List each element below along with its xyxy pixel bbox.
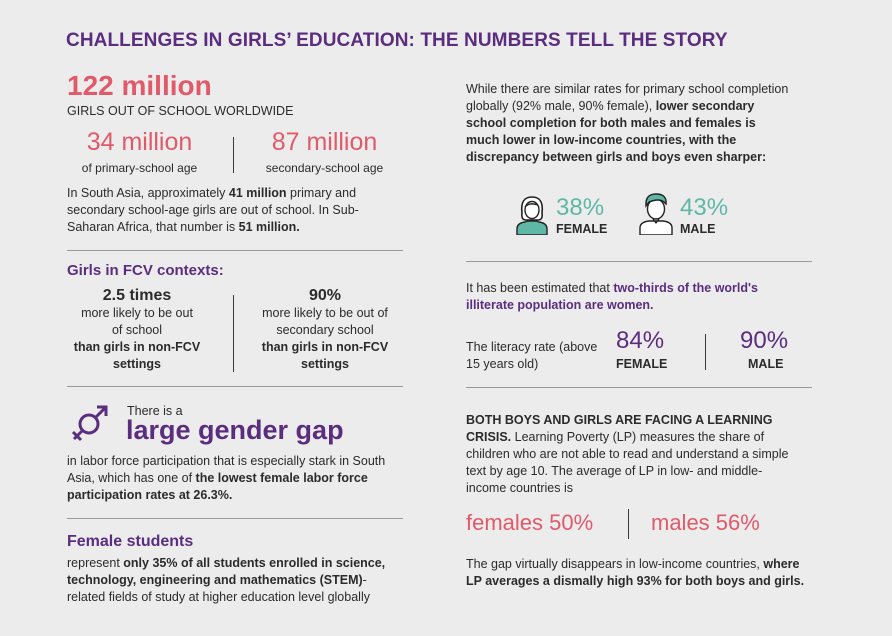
male-completion-label: MALE [680,222,716,236]
gender-symbol-icon [71,405,108,442]
divider [705,334,706,370]
divider [233,137,234,173]
fcv-stat-1: 2.5 times more likely to be out of schoo… [73,287,201,371]
regions-paragraph: In South Asia, approximately 41 million … [67,186,359,234]
primary-age-label: of primary-school age [81,161,198,175]
gap-headline: large gender gap [126,415,344,445]
female-completion-label: FEMALE [556,222,608,236]
literacy-male-label: MALE [748,357,784,371]
literacy-male-pct: 90% [740,327,789,354]
female-completion-pct: 38% [556,194,605,221]
gap-paragraph: in labor force participation that is esp… [67,454,386,502]
male-completion-pct: 43% [680,194,729,221]
fcv-stat-2: 90% more likely to be out of secondary s… [261,287,389,371]
secondary-age-number: 87 million [271,128,378,156]
divider [466,261,812,262]
learning-crisis-paragraph: BOTH BOYS AND GIRLS ARE FACING A LEARNIN… [466,413,789,495]
literacy-female-pct: 84% [616,327,665,354]
low-income-paragraph: The gap virtually disappears in low-inco… [466,557,805,588]
gap-intro: There is a [127,404,183,418]
out-of-school-number: 122 million [67,70,212,101]
lp-male: males 56% [651,510,760,535]
secondary-age-label: secondary-school age [265,161,384,175]
lp-female: females 50% [466,510,594,535]
out-of-school-label: GIRLS OUT OF SCHOOL WORLDWIDE [67,104,294,118]
boy-avatar-icon [639,193,673,235]
stem-paragraph: represent only 35% of all students enrol… [67,556,386,604]
primary-age-number: 34 million [86,128,193,156]
stem-heading: Female students [67,533,194,550]
divider [628,509,629,539]
divider [233,295,234,372]
page-title: CHALLENGES IN GIRLS’ EDUCATION: THE NUMB… [66,30,728,51]
divider [67,250,403,251]
girl-avatar-icon [516,196,548,235]
fcv-heading: Girls in FCV contexts: [67,262,224,279]
illiteracy-paragraph: It has been estimated that two-thirds of… [466,281,758,312]
divider [67,518,403,519]
literacy-female-label: FEMALE [616,357,668,371]
literacy-label: The literacy rate (above 15 years old) [466,340,598,371]
divider [466,387,812,388]
divider [67,386,403,387]
completion-paragraph: While there are similar rates for primar… [466,82,789,164]
